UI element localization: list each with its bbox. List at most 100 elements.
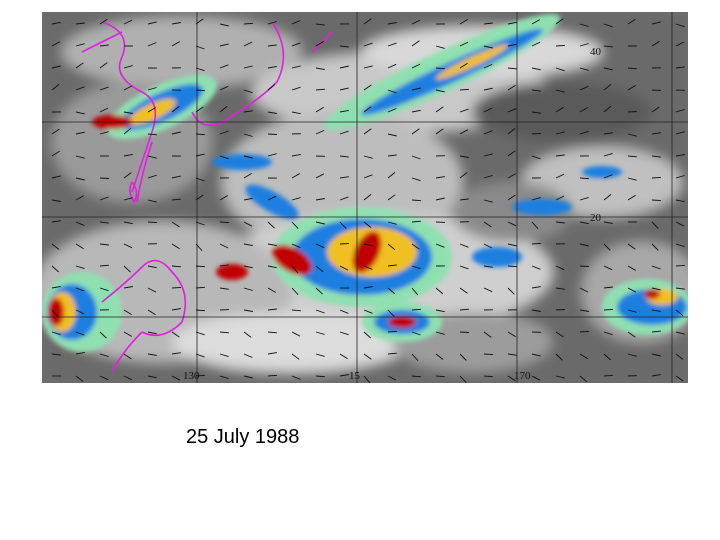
wind-barb [195,177,205,182]
wind-barb [483,63,493,69]
wind-barb [195,106,204,113]
wind-barb [555,67,565,72]
wind-barb [675,154,685,157]
wind-barb [315,88,326,91]
wind-barb [75,221,85,226]
wind-barb [291,353,300,360]
wind-barb [459,88,470,91]
wind-barb [243,309,253,312]
wind-barb [627,309,637,313]
wind-barb [627,85,636,91]
wind-barb [675,331,685,335]
wind-barb [243,41,253,47]
lat-label-20: 20 [590,212,602,224]
wind-barb [219,106,228,113]
wind-barb [579,353,588,360]
wind-barb [627,67,638,70]
wind-barb [603,132,613,135]
wind-barb [603,331,613,336]
wind-barb [435,375,446,378]
wind-barb [483,107,493,113]
wind-barb [387,221,397,225]
wind-barb [555,154,565,157]
wind-barb [171,41,181,47]
wind-barb [459,331,470,333]
wind-barb [411,265,421,270]
wind-barb [627,18,636,25]
wind-barb [147,21,157,25]
date-caption: 25 July 1988 [186,426,300,448]
wind-barb [603,174,613,179]
wind-barb [555,89,565,93]
wind-barb [579,43,589,47]
wind-barb [339,176,349,179]
wind-barb [387,330,398,333]
wind-barb [291,375,301,380]
wind-barb [555,353,563,361]
wind-barb [75,155,85,159]
wind-barb [411,155,421,160]
wind-barb [147,199,157,203]
wind-barb [171,265,182,268]
wind-barb [75,177,85,181]
wind-barb [507,287,515,295]
wind-barb [435,243,445,248]
wind-barb [627,194,636,201]
wind-barb [363,286,373,289]
wind-barb [675,375,684,382]
wind-barb [675,23,685,28]
wind-barb [51,199,61,202]
wind-barb [219,375,229,380]
wind-barb [555,173,565,179]
wind-barb [675,131,685,135]
wind-barb [147,221,158,224]
wind-barb [219,155,229,160]
wind-barb [243,265,253,269]
wind-barb [195,45,205,50]
wind-barb [387,194,396,201]
wind-barb [531,155,541,160]
wind-barb [603,374,614,377]
wind-barb [603,243,611,251]
wind-barb [459,155,469,158]
wind-barb [363,128,372,135]
wind-barb [555,265,565,271]
wind-barb [315,198,325,201]
wind-barb [51,243,60,250]
wind-barb [99,243,109,246]
wind-barb [267,374,278,377]
wind-barb [75,243,84,250]
wind-barb [363,331,372,339]
wind-barb [147,133,158,136]
wind-barb [459,129,469,135]
wind-barb [195,153,205,157]
wind-barb [603,221,613,224]
wind-barb [507,150,516,157]
wind-barb [411,177,421,182]
wind-barb [603,308,614,311]
wind-barb [435,197,445,201]
wind-barb [315,129,325,135]
wind-barb [291,331,301,337]
wind-barb [387,108,397,113]
wind-barb [123,19,133,25]
wind-barb [219,85,229,91]
wind-barb [651,374,661,377]
wind-barb [171,308,181,311]
wind-barb [315,173,325,179]
wind-barb [123,153,133,157]
wind-barb [315,41,324,47]
wind-barb [363,353,372,360]
wind-barb [387,243,396,251]
wind-barb [363,84,372,91]
wind-barb [603,194,612,201]
wind-barb [291,111,301,115]
wind-barb [123,309,132,315]
wind-barb [291,20,301,25]
wind-barb [339,353,348,360]
wind-barb [387,42,397,47]
wind-barb [675,66,685,69]
wind-barb [99,18,108,25]
wind-barb [243,331,252,338]
wind-barb [579,85,589,91]
